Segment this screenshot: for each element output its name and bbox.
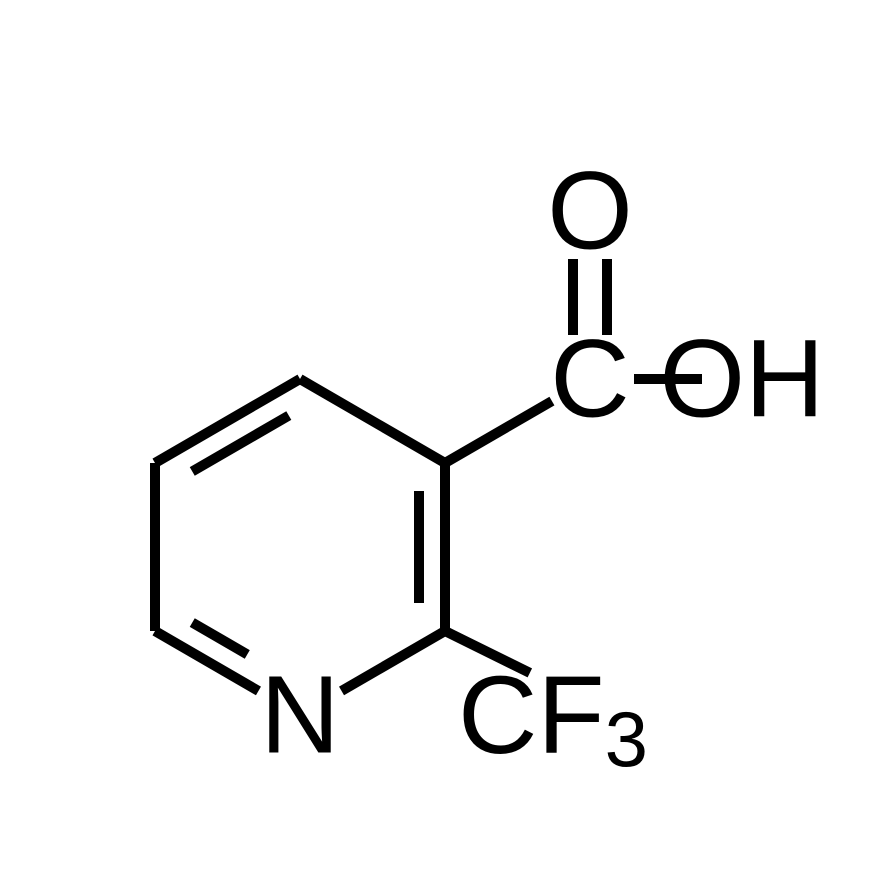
- svg-text:N: N: [260, 654, 339, 777]
- bond: [155, 631, 258, 691]
- atom-label-CF3: CF3: [458, 654, 648, 784]
- svg-text:C: C: [550, 318, 629, 441]
- bond: [445, 401, 552, 463]
- bond: [192, 623, 247, 655]
- atom-label-N: N: [260, 654, 339, 777]
- bond: [342, 631, 445, 691]
- svg-text:O: O: [547, 150, 633, 273]
- chemical-structure-svg: N COOH CF3: [0, 0, 890, 890]
- atom-label-Odbl: O: [547, 150, 633, 273]
- atom-label-Ccarb: C: [550, 318, 629, 441]
- svg-text:CF3: CF3: [458, 654, 648, 784]
- atom-label-OH: OH: [660, 318, 825, 441]
- svg-text:OH: OH: [660, 318, 825, 441]
- bond: [300, 379, 445, 463]
- bond: [192, 416, 289, 472]
